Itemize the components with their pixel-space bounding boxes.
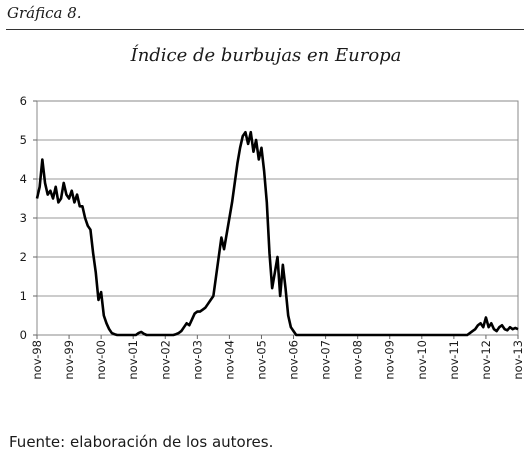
x-tick-label: nov-98	[30, 340, 44, 380]
chart-title: Índice de burbujas en Europa	[130, 45, 402, 66]
y-tick-label: 1	[20, 289, 27, 303]
x-tick-label: nov-04	[222, 340, 236, 380]
x-tick-label: nov-13	[511, 340, 525, 380]
y-tick-label: 6	[20, 94, 27, 108]
y-tick-label: 3	[20, 211, 27, 225]
top-rule	[6, 29, 524, 30]
series-line	[35, 130, 519, 337]
x-tick-label: nov-10	[415, 340, 429, 380]
y-tick-label: 5	[20, 133, 27, 147]
x-tick-label: nov-03	[190, 340, 204, 380]
x-tick-label: nov-07	[319, 340, 333, 380]
x-tick-label: nov-01	[126, 340, 140, 380]
y-axis: 0 1 2 3 4 5 6	[20, 94, 37, 342]
y-tick-label: 2	[20, 250, 27, 264]
x-tick-label: nov-05	[254, 340, 268, 380]
source-note: Fuente: elaboración de los autores.	[9, 433, 274, 451]
y-tick-label: 4	[20, 172, 27, 186]
x-tick-label: nov-08	[351, 340, 365, 380]
x-tick-label: nov-02	[158, 340, 172, 380]
x-tick-label: nov-99	[62, 340, 76, 380]
x-tick-label: nov-06	[287, 340, 301, 380]
figure-label: Gráfica 8.	[7, 4, 82, 22]
y-tick-label: 0	[20, 328, 27, 342]
x-tick-label: nov-09	[383, 340, 397, 380]
x-tick-label: nov-00	[94, 340, 108, 380]
x-tick-label: nov-12	[479, 340, 493, 380]
x-tick-label: nov-11	[447, 340, 461, 380]
x-axis: nov-98 nov-99 nov-00 nov-01 nov-02 nov-03 nov-…	[30, 335, 525, 380]
